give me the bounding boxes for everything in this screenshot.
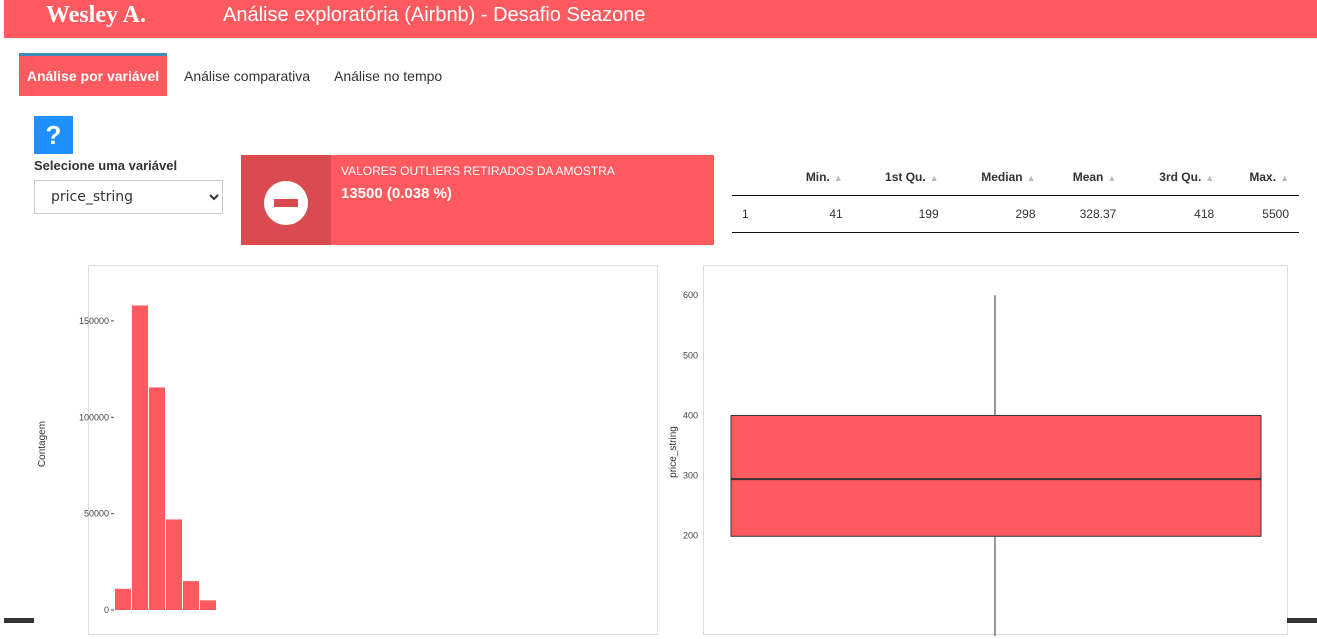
app-header: Wesley A. Análise exploratória (Airbnb) … [4,0,1317,38]
column-header-median[interactable]: Median ▲ [948,158,1046,196]
variable-select-label: Selecione uma variável [34,158,178,173]
sort-icon: ▲ [929,172,939,183]
column-header-1st-qu[interactable]: 1st Qu. ▲ [852,158,949,196]
histogram-bar [200,600,216,610]
sort-icon: ▲ [1280,172,1289,183]
histogram-bar [132,305,148,610]
histogram-bar [183,581,199,610]
table-cell: 418 [1126,195,1225,233]
y-tick-label: 100000 [79,412,109,422]
app-title: Análise exploratória (Airbnb) - Desafio … [223,4,646,26]
tab-analise-comparativa[interactable]: Análise comparativa [184,68,311,84]
table-cell: 41 [782,195,853,233]
sort-icon: ▲ [833,172,843,183]
histogram-bar [149,387,165,610]
scroll-indicator-right [1287,618,1317,623]
sort-icon: ▲ [1205,172,1215,183]
table-cell: 328.37 [1045,195,1127,233]
table-cell: 199 [852,195,949,233]
infobox-icon-area [241,155,331,245]
minus-circle-icon [264,181,308,225]
tab-analise-por-variavel[interactable]: Análise por variável [19,53,167,96]
scroll-indicator-left [4,618,34,623]
tab-analise-no-tempo[interactable]: Análise no tempo [334,68,443,84]
histogram-frame: 0 50000 100000 150000 Contagem [37,265,658,635]
histogram-bar [115,588,131,610]
histogram-chart: 0 50000 100000 150000 Contagem [37,305,216,615]
help-button[interactable]: ? [34,116,73,154]
column-header-3rd-qu[interactable]: 3rd Qu. ▲ [1126,158,1225,196]
brand-logo: Wesley A. [46,2,146,28]
y-axis-label: price_string [668,426,679,478]
infobox-label: VALORES OUTLIERS RETIRADOS DA AMOSTRA [341,164,615,178]
outliers-infobox: VALORES OUTLIERS RETIRADOS DA AMOSTRA 13… [241,155,714,245]
sort-icon: ▲ [1107,172,1117,183]
column-header-min[interactable]: Min. ▲ [782,158,853,196]
table-cell: 298 [948,195,1046,233]
variable-select[interactable]: price_string [34,180,223,214]
y-tick-label: 400 [683,410,698,420]
boxplot-box [730,414,1262,537]
table-row: 1 41 199 298 328.37 418 5500 [732,195,1299,233]
y-tick-label: 300 [683,471,698,481]
boxplot-chart: 200 300 400 500 600 price_string [668,290,1262,636]
y-tick-label: 200 [683,531,698,541]
infobox-value: 13500 (0.038 %) [341,185,452,202]
column-header-max[interactable]: Max. ▲ [1224,158,1299,196]
y-tick-label: 150000 [79,316,109,326]
sort-icon: ▲ [1026,172,1036,183]
y-axis-label: Contagem [37,421,48,467]
histogram-bar [166,519,182,610]
y-tick-label: 50000 [84,509,109,519]
summary-stats-table: Min. ▲ 1st Qu. ▲ Median ▲ Mean ▲ 3rd Qu. ▲ Ma… [732,158,1299,233]
column-header-mean[interactable]: Mean ▲ [1045,158,1127,196]
column-header-index [732,158,782,196]
table-header-row: Min. ▲ 1st Qu. ▲ Median ▲ Mean ▲ 3rd Qu. ▲ Ma… [732,158,1299,196]
table-cell: 1 [732,195,782,233]
y-tick-label: 0 [104,605,109,615]
y-tick-label: 600 [683,290,698,300]
y-tick-label: 500 [683,350,698,360]
table-cell: 5500 [1224,195,1299,233]
boxplot-frame: 200 300 400 500 600 price_string [668,265,1288,636]
question-icon: ? [45,120,62,150]
